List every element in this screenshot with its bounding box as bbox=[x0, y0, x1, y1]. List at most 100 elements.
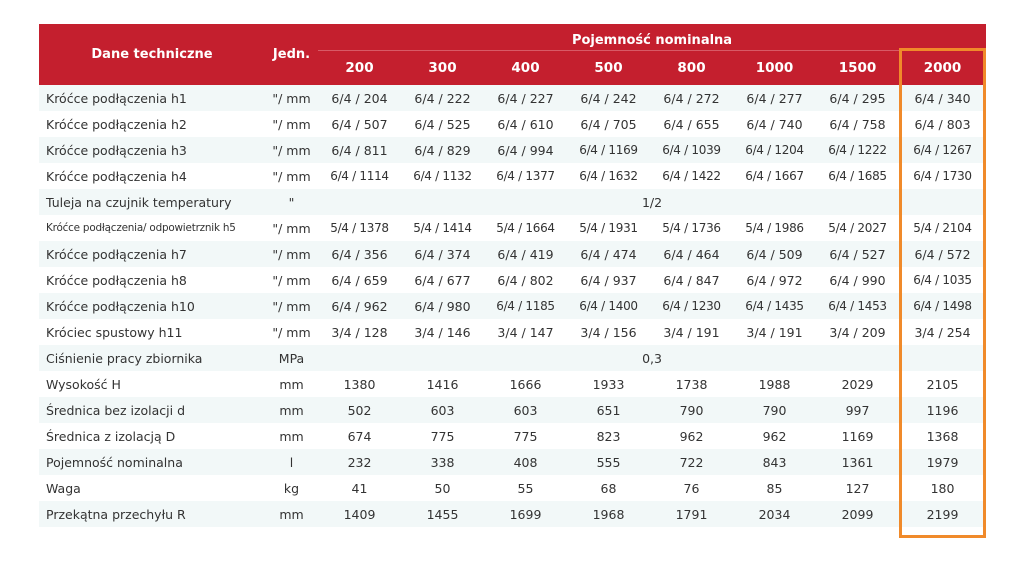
cell-value: 6/4 / 829 bbox=[401, 137, 484, 163]
cell-value: 775 bbox=[484, 423, 567, 449]
capacity-header-cell: 1000 bbox=[733, 49, 816, 85]
cell-value: 5/4 / 1931 bbox=[567, 215, 650, 241]
cell-value: 3/4 / 128 bbox=[318, 319, 401, 345]
row-label: Króćce podłączenia h4 bbox=[39, 163, 265, 189]
cell-value: 6/4 / 374 bbox=[401, 241, 484, 267]
cell-value: 6/4 / 1453 bbox=[816, 293, 899, 319]
row-label: Króćce podłączenia h7 bbox=[39, 241, 265, 267]
cell-value: 6/4 / 1132 bbox=[401, 163, 484, 189]
cell-value: 3/4 / 254 bbox=[899, 319, 987, 345]
cell-value: 6/4 / 419 bbox=[484, 241, 567, 267]
cell-value: 6/4 / 610 bbox=[484, 111, 567, 137]
row-unit: mm bbox=[265, 501, 318, 527]
cell-value: 5/4 / 2027 bbox=[816, 215, 899, 241]
cell-value: 6/4 / 1185 bbox=[484, 293, 567, 319]
cell-value: 1738 bbox=[650, 371, 733, 397]
cell-value: 790 bbox=[733, 397, 816, 423]
row-label: Wysokość H bbox=[39, 371, 265, 397]
cell-value: 6/4 / 1435 bbox=[733, 293, 816, 319]
cell-value: 6/4 / 527 bbox=[816, 241, 899, 267]
cell-value: 6/4 / 972 bbox=[733, 267, 816, 293]
table-row: Króćce podłączenia h1 "/ mm 6/4 / 204 6/4 /… bbox=[39, 85, 987, 111]
cell-value: 6/4 / 272 bbox=[650, 85, 733, 111]
cell-value: 502 bbox=[318, 397, 401, 423]
table-row: Króciec spustowy h11 "/ mm 3/4 / 128 3/4 / … bbox=[39, 319, 987, 345]
row-unit: " bbox=[265, 189, 318, 215]
cell-value: 68 bbox=[567, 475, 650, 501]
cell-value: 651 bbox=[567, 397, 650, 423]
cell-value: 6/4 / 356 bbox=[318, 241, 401, 267]
cell-value: 6/4 / 507 bbox=[318, 111, 401, 137]
cell-value: 3/4 / 191 bbox=[650, 319, 733, 345]
row-label: Króćce podłączenia h10 bbox=[39, 293, 265, 319]
cell-value: 232 bbox=[318, 449, 401, 475]
row-label: Tuleja na czujnik temperatury bbox=[39, 189, 265, 215]
cell-value: 6/4 / 474 bbox=[567, 241, 650, 267]
cell-value: 76 bbox=[650, 475, 733, 501]
cell-value: 5/4 / 2104 bbox=[899, 215, 987, 241]
table-row: Waga kg 41 50 55 68 76 85 127 180 bbox=[39, 475, 987, 501]
capacity-header-cell: 2000 bbox=[899, 49, 987, 85]
cell-value: 6/4 / 1230 bbox=[650, 293, 733, 319]
row-span-value: 0,3 bbox=[318, 345, 987, 371]
capacity-header-cell: 200 bbox=[318, 49, 401, 85]
cell-value: 5/4 / 1414 bbox=[401, 215, 484, 241]
cell-value: 41 bbox=[318, 475, 401, 501]
cell-value: 6/4 / 994 bbox=[484, 137, 567, 163]
cell-value: 338 bbox=[401, 449, 484, 475]
cell-value: 6/4 / 277 bbox=[733, 85, 816, 111]
cell-value: 2034 bbox=[733, 501, 816, 527]
cell-value: 3/4 / 191 bbox=[733, 319, 816, 345]
cell-value: 962 bbox=[650, 423, 733, 449]
cell-value: 6/4 / 1730 bbox=[899, 163, 987, 189]
cell-value: 5/4 / 1664 bbox=[484, 215, 567, 241]
cell-value: 6/4 / 802 bbox=[484, 267, 567, 293]
cell-value: 6/4 / 295 bbox=[816, 85, 899, 111]
cell-value: 6/4 / 222 bbox=[401, 85, 484, 111]
cell-value: 6/4 / 847 bbox=[650, 267, 733, 293]
table-row: Króćce podłączenia h4 "/ mm 6/4 / 1114 6/4 … bbox=[39, 163, 987, 189]
cell-value: 603 bbox=[401, 397, 484, 423]
spec-table: Dane techniczne Jedn. Pojemność nominaln… bbox=[39, 24, 987, 527]
cell-value: 50 bbox=[401, 475, 484, 501]
cell-value: 1368 bbox=[899, 423, 987, 449]
cell-value: 6/4 / 1422 bbox=[650, 163, 733, 189]
table-body: Króćce podłączenia h1 "/ mm 6/4 / 204 6/4 /… bbox=[39, 85, 987, 527]
cell-value: 55 bbox=[484, 475, 567, 501]
cell-value: 674 bbox=[318, 423, 401, 449]
cell-value: 6/4 / 525 bbox=[401, 111, 484, 137]
row-label: Króćce podłączenia h8 bbox=[39, 267, 265, 293]
cell-value: 3/4 / 146 bbox=[401, 319, 484, 345]
cell-value: 6/4 / 464 bbox=[650, 241, 733, 267]
capacity-header-cell: 1500 bbox=[816, 49, 899, 85]
cell-value: 2105 bbox=[899, 371, 987, 397]
cell-value: 6/4 / 227 bbox=[484, 85, 567, 111]
cell-value: 6/4 / 659 bbox=[318, 267, 401, 293]
table-row: Tuleja na czujnik temperatury " 1/2 bbox=[39, 189, 987, 215]
row-label: Króćce podłączenia h2 bbox=[39, 111, 265, 137]
cell-value: 790 bbox=[650, 397, 733, 423]
cell-value: 6/4 / 962 bbox=[318, 293, 401, 319]
row-unit: "/ mm bbox=[265, 111, 318, 137]
row-unit: "/ mm bbox=[265, 137, 318, 163]
cell-value: 6/4 / 1222 bbox=[816, 137, 899, 163]
cell-value: 843 bbox=[733, 449, 816, 475]
cell-value: 1666 bbox=[484, 371, 567, 397]
cell-value: 1988 bbox=[733, 371, 816, 397]
row-label: Ciśnienie pracy zbiornika bbox=[39, 345, 265, 371]
row-label: Króciec spustowy h11 bbox=[39, 319, 265, 345]
cell-value: 6/4 / 803 bbox=[899, 111, 987, 137]
cell-value: 6/4 / 572 bbox=[899, 241, 987, 267]
row-unit: "/ mm bbox=[265, 241, 318, 267]
cell-value: 2029 bbox=[816, 371, 899, 397]
header-nominal-capacity: Pojemność nominalna bbox=[318, 24, 987, 50]
row-label: Średnica z izolacją D bbox=[39, 423, 265, 449]
row-label: Pojemność nominalna bbox=[39, 449, 265, 475]
capacity-header-cell: 500 bbox=[567, 49, 650, 85]
row-label: Średnica bez izolacji d bbox=[39, 397, 265, 423]
cell-value: 6/4 / 758 bbox=[816, 111, 899, 137]
cell-value: 2099 bbox=[816, 501, 899, 527]
row-unit: "/ mm bbox=[265, 293, 318, 319]
cell-value: 6/4 / 340 bbox=[899, 85, 987, 111]
